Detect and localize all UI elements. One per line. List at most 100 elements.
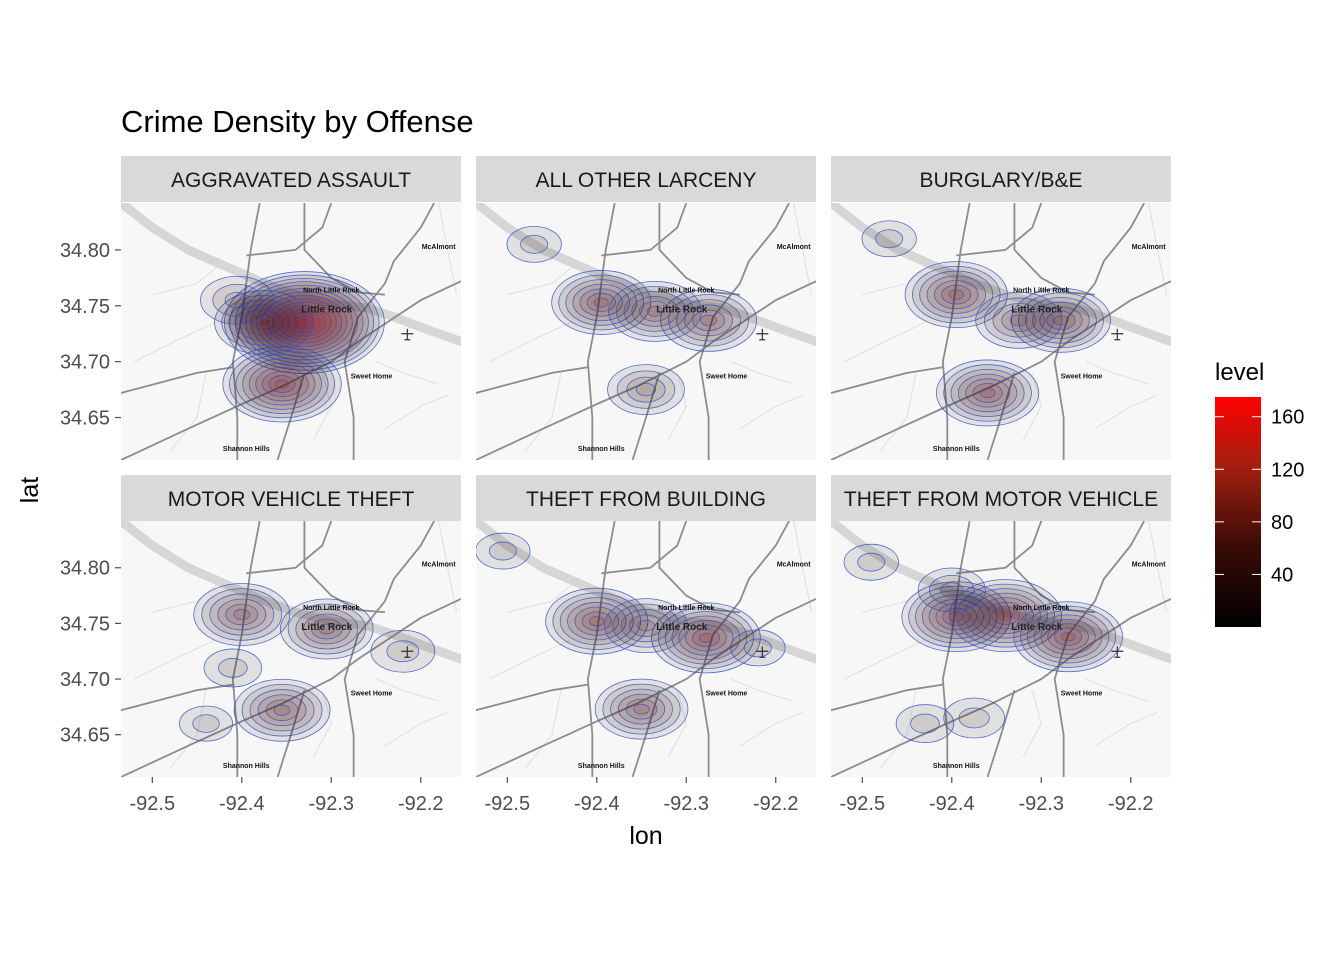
density-contour (941, 284, 972, 305)
density-contour (950, 368, 1025, 417)
density-contour (257, 694, 307, 727)
density-contour (268, 375, 296, 393)
density-contour (241, 683, 323, 737)
density-contour (623, 290, 687, 332)
density-contour (664, 611, 748, 665)
density-contour (586, 292, 616, 312)
density-contour (1026, 610, 1110, 664)
highway (343, 521, 435, 777)
highway (246, 203, 333, 257)
minor-road (384, 711, 448, 747)
density-contour (1054, 627, 1083, 646)
density-contour (298, 318, 311, 327)
density-contour (567, 601, 627, 641)
density-contour (983, 297, 1054, 344)
map-place-label: North Little Rock (1013, 605, 1069, 612)
density-hotspot (200, 275, 275, 325)
minor-road (438, 203, 458, 295)
x-tick-label: -92.2 (398, 793, 444, 815)
density-contour (273, 704, 291, 716)
density-contour (979, 387, 996, 399)
highway (246, 521, 333, 575)
density-contour (1032, 301, 1090, 340)
airport-icon (1111, 328, 1124, 341)
density-contour (691, 628, 720, 648)
map-place-label: Sweet Home (351, 691, 393, 698)
density-contour (488, 541, 517, 561)
density-contour (636, 382, 657, 397)
density-contour (217, 598, 267, 631)
minor-road (134, 639, 216, 680)
density-contour (288, 311, 321, 334)
y-tick-label: 34.70 (60, 352, 110, 374)
legend-title: level (1215, 359, 1264, 386)
map-place-label: Little Rock (1011, 305, 1063, 316)
density-contours (506, 225, 758, 416)
density-contour (303, 613, 351, 645)
density-contour (235, 303, 293, 342)
highway (601, 203, 688, 257)
facet-strip-label: ALL OTHER LARCENY (536, 169, 757, 192)
density-contour (221, 294, 308, 351)
density-hotspot (506, 225, 562, 263)
density-contour (200, 275, 275, 325)
map-place-label: Shannon Hills (223, 446, 270, 453)
map-place-label: Little Rock (1011, 622, 1063, 633)
highway (698, 203, 790, 460)
density-contour (1001, 308, 1037, 332)
density-hotspot (730, 629, 786, 667)
map-place-label: Shannon Hills (578, 446, 625, 453)
minor-road (152, 260, 225, 296)
density-contour (193, 583, 291, 646)
highway (941, 521, 971, 777)
density-contour (1025, 297, 1097, 344)
map-place-label: McAlmont (1132, 244, 1167, 251)
highway (476, 598, 816, 777)
density-contour (476, 532, 531, 570)
facet-panel: BURGLARY/B&E McAlmont North Little Rock Lit… (831, 156, 1171, 460)
highway (586, 203, 616, 460)
density-contour (646, 305, 664, 317)
x-tick-label: -92.3 (1018, 793, 1064, 815)
highway (956, 521, 1043, 575)
density-contour (218, 658, 248, 678)
minor-road (1085, 678, 1149, 702)
map-place-label: Little Rock (656, 305, 708, 316)
map-place-label: Shannon Hills (933, 446, 980, 453)
density-contour (589, 616, 605, 627)
minor-road (489, 322, 571, 363)
legend-tick-label: 160 (1271, 407, 1304, 429)
density-contour (604, 598, 689, 654)
density-contour (275, 379, 290, 389)
minor-road (312, 372, 332, 441)
density-contour (594, 678, 689, 740)
highway (698, 521, 790, 777)
density-contour (520, 234, 549, 254)
density-contour (1053, 315, 1069, 326)
minor-road (524, 372, 562, 452)
minor-road (730, 678, 794, 702)
density-hotspot (843, 543, 899, 581)
density-contour (617, 693, 666, 725)
density-hotspot (904, 261, 1008, 329)
density-contour (861, 220, 917, 258)
density-contour (179, 705, 233, 742)
minor-road (1085, 361, 1149, 385)
x-tick-label: -92.5 (485, 793, 531, 815)
chart-title: Crime Density by Offense (121, 104, 474, 139)
facet-strip-label: BURGLARY/B&E (919, 169, 1082, 192)
x-tick-label: -92.4 (219, 793, 265, 815)
map-place-label: North Little Rock (658, 287, 714, 294)
map-place-label: Sweet Home (706, 691, 748, 698)
highway (586, 521, 616, 777)
map-place-label: North Little Rock (658, 605, 714, 612)
density-hotspot (1013, 601, 1123, 673)
highway (831, 280, 1171, 460)
map-place-label: Little Rock (301, 622, 353, 633)
highway (121, 280, 461, 460)
highway (986, 372, 1016, 460)
minor-road (438, 521, 458, 613)
minor-road (844, 322, 926, 363)
density-contour (910, 713, 940, 734)
density-hotspot (222, 345, 342, 423)
